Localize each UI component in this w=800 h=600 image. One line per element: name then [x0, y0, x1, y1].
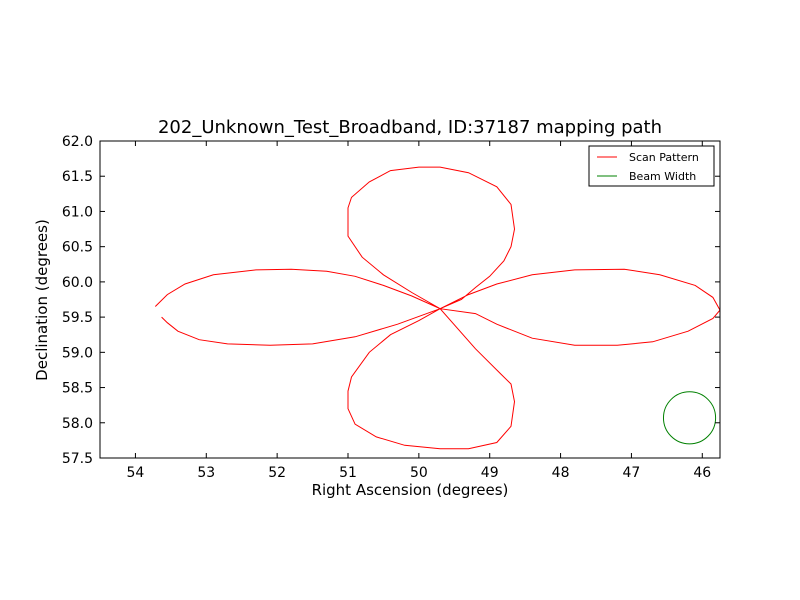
y-tick-label: 59.5 — [62, 310, 93, 326]
y-tick-label: 57.5 — [62, 451, 93, 467]
y-tick-label: 62.0 — [62, 134, 93, 150]
y-tick-label: 58.5 — [62, 381, 93, 397]
y-tick-label: 58.0 — [62, 416, 93, 432]
legend-box — [588, 145, 715, 187]
x-tick-label: 47 — [623, 465, 641, 481]
x-tick-label: 53 — [197, 465, 215, 481]
x-tick-label: 46 — [693, 465, 711, 481]
x-tick-label: 49 — [481, 465, 499, 481]
ticks-layer: 54 53 52 51 50 49 48 47 46 57.5 58.0 58.5 59.0 59.5 60… — [62, 134, 720, 481]
legend-label-beam-width: Beam Width — [629, 170, 696, 183]
x-tick-label: 54 — [127, 465, 145, 481]
x-tick-label: 51 — [339, 465, 357, 481]
data-layer — [154, 166, 720, 450]
beam-width-circle — [662, 391, 717, 445]
y-tick-label: 61.0 — [62, 204, 93, 220]
x-tick-label: 48 — [552, 465, 570, 481]
legend-label-scan-pattern: Scan Pattern — [629, 151, 699, 164]
x-axis-label: Right Ascension (degrees) — [312, 481, 509, 499]
y-tick-label: 61.5 — [62, 169, 93, 185]
axes-frame — [99, 140, 721, 459]
y-tick-label: 59.0 — [62, 345, 93, 361]
y-tick-label: 60.5 — [62, 240, 93, 256]
y-axis-label: Declination (degrees) — [33, 219, 51, 381]
plot-area — [100, 141, 720, 458]
x-tick-label: 50 — [410, 465, 428, 481]
legend: Scan Pattern Beam Width — [588, 145, 715, 187]
y-tick-label: 60.0 — [62, 275, 93, 291]
x-tick-label: 52 — [268, 465, 286, 481]
scan-pattern-line — [154, 166, 720, 450]
chart-title: 202_Unknown_Test_Broadband, ID:37187 map… — [158, 117, 662, 138]
